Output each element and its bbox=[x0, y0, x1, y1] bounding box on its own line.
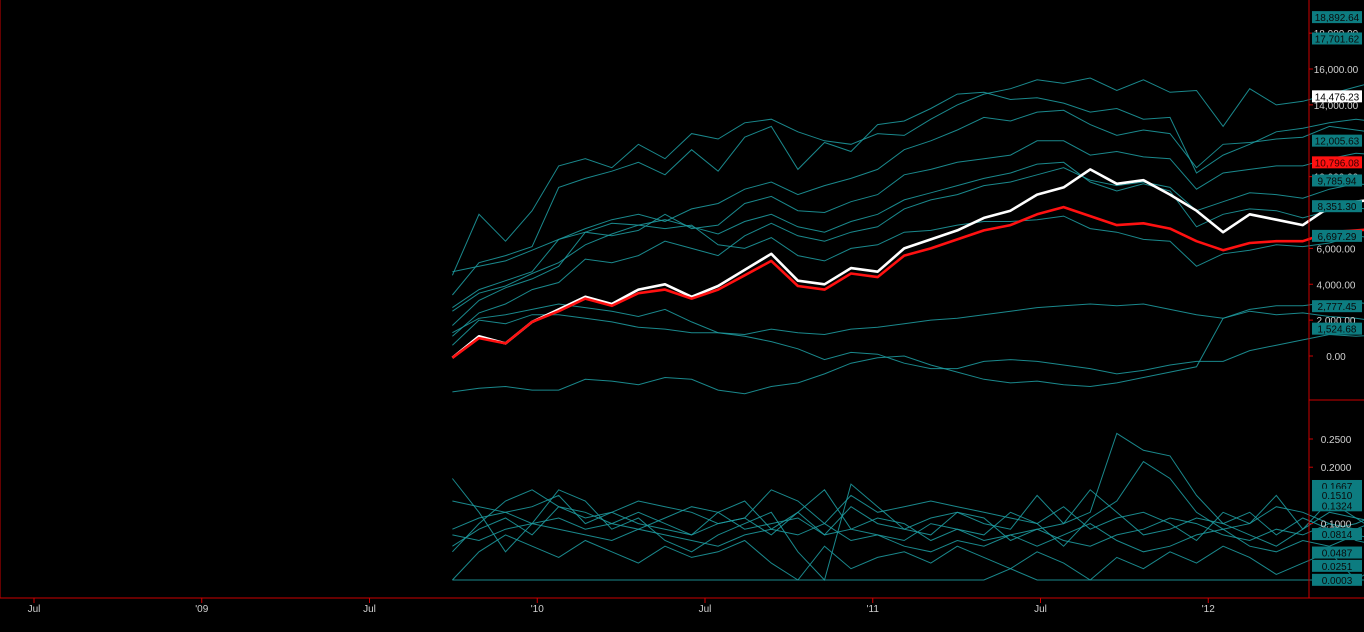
upper-end-badge-label: 12,005.63 bbox=[1315, 137, 1360, 148]
oscillator-line-1 bbox=[452, 432, 1364, 581]
x-tick-label: Jul bbox=[28, 604, 41, 615]
lower-end-badge-label: 0.0814 bbox=[1322, 530, 1353, 541]
lower-series-group bbox=[452, 432, 1364, 581]
series-line-3 bbox=[452, 109, 1364, 309]
lower-end-badge-label: 0.0487 bbox=[1322, 549, 1353, 560]
lower-end-badge-label: 0.1667 bbox=[1322, 482, 1353, 493]
series-line-6 bbox=[452, 161, 1364, 312]
upper-end-badge bbox=[1312, 156, 1362, 169]
upper-end-badge-label: 9,785.94 bbox=[1318, 176, 1357, 187]
upper-end-badge bbox=[1312, 32, 1362, 45]
series-line-1 bbox=[451, 77, 1364, 276]
upper-end-badge-label: 17,701.62 bbox=[1315, 34, 1360, 45]
oscillator-line-3 bbox=[452, 489, 1364, 542]
x-tick-label: '11 bbox=[867, 604, 880, 615]
lower-end-badge bbox=[1312, 573, 1362, 586]
series-line-2 bbox=[452, 91, 1364, 296]
lower-y-tick-label: 0.1000 bbox=[1321, 520, 1352, 531]
upper-y-tick-label: 14,000.00 bbox=[1314, 101, 1359, 112]
oscillator-line-4 bbox=[452, 517, 1364, 553]
lower-end-badge-label: 0.0251 bbox=[1322, 562, 1353, 573]
upper-end-badge bbox=[1312, 322, 1362, 335]
series-line-10 bbox=[452, 314, 1364, 375]
lower-end-badge-label: 0.0003 bbox=[1322, 576, 1353, 587]
upper-end-badge bbox=[1312, 90, 1362, 103]
x-tick-label: '12 bbox=[1202, 604, 1215, 615]
lower-y-tick-label: 0.2500 bbox=[1321, 435, 1352, 446]
upper-end-badge-label: 2,777.45 bbox=[1318, 302, 1357, 313]
oscillator-line-7 bbox=[452, 568, 1364, 581]
upper-series-group bbox=[451, 77, 1364, 395]
upper-y-tick-label: 16,000.00 bbox=[1314, 65, 1359, 76]
upper-end-badge bbox=[1312, 134, 1362, 147]
oscillator-line-5 bbox=[452, 489, 1364, 553]
lower-end-badge-label: 0.1510 bbox=[1322, 491, 1353, 502]
upper-end-badge bbox=[1312, 174, 1362, 187]
upper-end-badge bbox=[1312, 229, 1362, 242]
lower-end-badge bbox=[1312, 528, 1362, 541]
axes-group bbox=[0, 0, 1364, 599]
series-line-9 bbox=[452, 310, 1364, 395]
upper-highlight-group bbox=[451, 168, 1364, 359]
lower-end-badge-label: 0.1324 bbox=[1322, 501, 1353, 512]
upper-end-badge-label: 10,796.08 bbox=[1315, 158, 1360, 169]
oscillator-line-6 bbox=[452, 534, 1364, 581]
x-tick-label: Jul bbox=[699, 604, 712, 615]
x-tick-label: Jul bbox=[1034, 604, 1047, 615]
lower-y-tick-label: 0.2000 bbox=[1321, 463, 1352, 474]
lower-end-badge bbox=[1312, 546, 1362, 559]
upper-end-badge-label: 18,892.64 bbox=[1315, 13, 1360, 24]
series-line-7 bbox=[452, 215, 1364, 273]
upper-end-badge-label: 6,697.29 bbox=[1318, 232, 1357, 243]
x-tick-label: '09 bbox=[195, 604, 208, 615]
highlight-line-red bbox=[451, 205, 1364, 359]
upper-end-labels: 18,892.64 17,701.62 14,476.23 12,005.63 10,7… bbox=[1312, 11, 1362, 336]
series-line-5 bbox=[452, 167, 1364, 337]
upper-end-badge bbox=[1312, 11, 1362, 24]
upper-y-tick-label: 0.00 bbox=[1326, 352, 1346, 363]
lower-end-badge bbox=[1312, 499, 1362, 512]
upper-y-tick-label: 2,000.00 bbox=[1317, 316, 1356, 327]
upper-end-badge-label: 1,524.68 bbox=[1318, 325, 1357, 336]
upper-end-badge bbox=[1312, 300, 1362, 313]
upper-end-badge-label: 8,351.30 bbox=[1318, 202, 1357, 213]
x-tick-label: Jul bbox=[363, 604, 376, 615]
lower-end-badge bbox=[1312, 488, 1362, 501]
upper-y-tick-label: 6,000.00 bbox=[1317, 244, 1356, 255]
lower-end-badge bbox=[1312, 559, 1362, 572]
upper-end-badge-label: 14,476.23 bbox=[1315, 92, 1360, 103]
series-line-4 bbox=[452, 140, 1364, 326]
x-tick-label: '10 bbox=[531, 604, 544, 615]
highlight-line-white bbox=[451, 168, 1364, 359]
oscillator-line-8 bbox=[452, 489, 1364, 547]
upper-end-badge bbox=[1312, 200, 1362, 213]
upper-y-tick-label: 4,000.00 bbox=[1317, 280, 1356, 291]
lower-y-axis: 0.2500 0.2000 0.1000 bbox=[1309, 435, 1352, 531]
